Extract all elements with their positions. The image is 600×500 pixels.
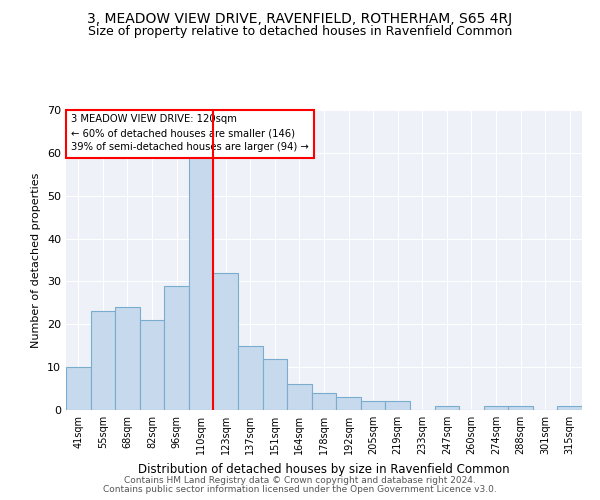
Bar [434,406,459,410]
Bar [361,402,385,410]
Bar [557,406,582,410]
Text: Contains public sector information licensed under the Open Government Licence v3: Contains public sector information licen… [103,485,497,494]
Bar [263,358,287,410]
Bar [336,397,361,410]
Bar [189,157,214,410]
Bar [66,367,91,410]
X-axis label: Distribution of detached houses by size in Ravenfield Common: Distribution of detached houses by size … [138,462,510,475]
Text: Size of property relative to detached houses in Ravenfield Common: Size of property relative to detached ho… [88,25,512,38]
Bar [115,307,140,410]
Bar [91,312,115,410]
Bar [238,346,263,410]
Bar [312,393,336,410]
Text: 3, MEADOW VIEW DRIVE, RAVENFIELD, ROTHERHAM, S65 4RJ: 3, MEADOW VIEW DRIVE, RAVENFIELD, ROTHER… [88,12,512,26]
Bar [140,320,164,410]
Text: 3 MEADOW VIEW DRIVE: 120sqm
← 60% of detached houses are smaller (146)
39% of se: 3 MEADOW VIEW DRIVE: 120sqm ← 60% of det… [71,114,309,152]
Bar [484,406,508,410]
Y-axis label: Number of detached properties: Number of detached properties [31,172,41,348]
Text: Contains HM Land Registry data © Crown copyright and database right 2024.: Contains HM Land Registry data © Crown c… [124,476,476,485]
Bar [164,286,189,410]
Bar [287,384,312,410]
Bar [385,402,410,410]
Bar [214,273,238,410]
Bar [508,406,533,410]
